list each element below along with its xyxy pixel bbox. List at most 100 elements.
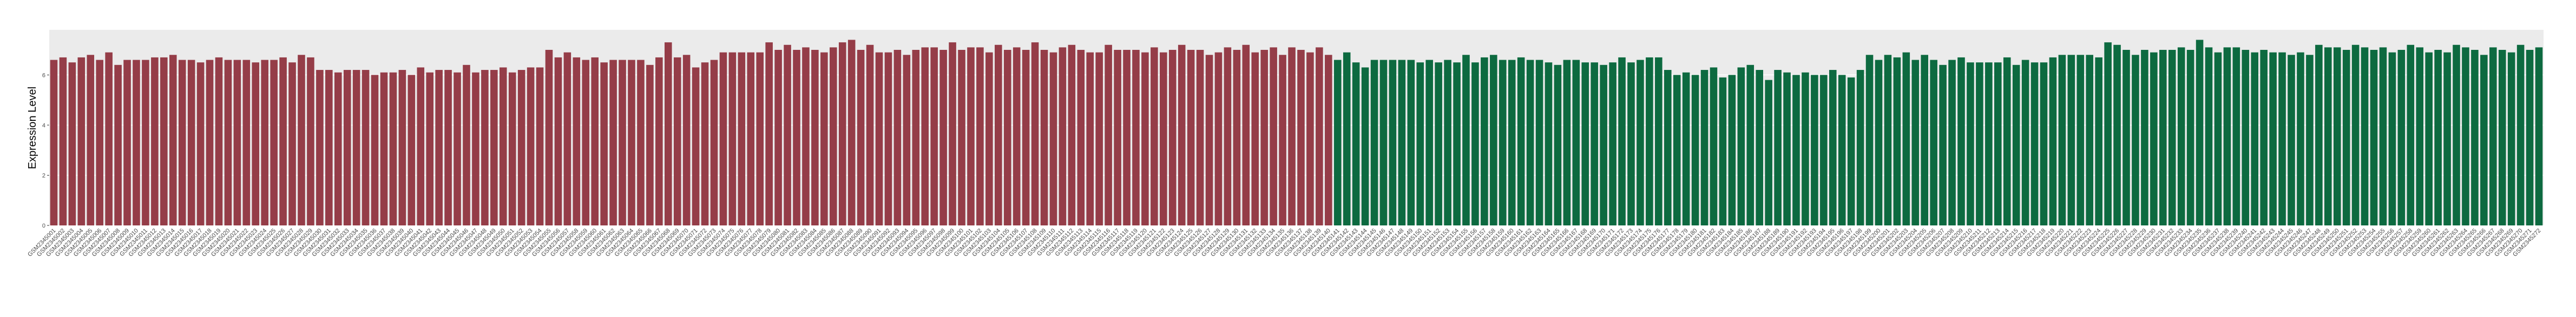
bar bbox=[2361, 47, 2369, 226]
bar bbox=[1902, 52, 1910, 226]
bar bbox=[1802, 72, 1809, 225]
bar bbox=[682, 55, 691, 226]
bar bbox=[2498, 50, 2506, 226]
bar bbox=[2333, 47, 2341, 226]
bar bbox=[1297, 50, 1305, 226]
bar bbox=[765, 42, 773, 226]
bar bbox=[2535, 47, 2543, 226]
bar bbox=[2370, 50, 2378, 226]
bar bbox=[949, 42, 956, 226]
bar bbox=[1178, 44, 1186, 226]
bar bbox=[1425, 60, 1433, 226]
bar bbox=[2242, 50, 2250, 226]
bar bbox=[1783, 72, 1791, 225]
bar bbox=[2407, 44, 2415, 226]
bar bbox=[1141, 52, 1149, 226]
bar bbox=[1105, 44, 1112, 226]
bar bbox=[444, 70, 452, 226]
bar bbox=[2168, 50, 2176, 226]
bar bbox=[2516, 44, 2525, 226]
bar bbox=[1316, 47, 1323, 226]
bar bbox=[2040, 62, 2048, 226]
bar bbox=[2012, 64, 2020, 226]
bar bbox=[664, 42, 672, 226]
bar bbox=[2480, 55, 2488, 226]
bar bbox=[2471, 50, 2479, 226]
bar bbox=[371, 75, 379, 226]
bar bbox=[628, 60, 635, 226]
bar bbox=[178, 60, 186, 226]
bar bbox=[2489, 47, 2497, 226]
bar bbox=[646, 64, 654, 226]
bar bbox=[2342, 50, 2350, 226]
bar bbox=[930, 47, 938, 226]
bar bbox=[2324, 47, 2332, 226]
bar bbox=[224, 60, 232, 226]
bar bbox=[1196, 50, 1204, 226]
bar bbox=[1352, 62, 1360, 226]
bar bbox=[2434, 50, 2442, 226]
bar bbox=[967, 47, 975, 226]
bar bbox=[1168, 50, 1177, 226]
bar bbox=[1444, 60, 1451, 226]
bar bbox=[2260, 50, 2268, 226]
bar bbox=[160, 57, 168, 226]
bar bbox=[1370, 60, 1378, 226]
bar bbox=[995, 44, 1002, 226]
bar bbox=[1637, 60, 1644, 226]
bar bbox=[573, 57, 581, 226]
bar bbox=[1609, 62, 1616, 226]
bar bbox=[435, 70, 443, 226]
bar bbox=[2462, 47, 2469, 226]
bar bbox=[1829, 70, 1837, 226]
bar bbox=[563, 52, 571, 226]
bar bbox=[123, 60, 131, 226]
bar bbox=[1059, 47, 1067, 226]
bar bbox=[298, 55, 305, 226]
bar bbox=[838, 42, 846, 226]
bar bbox=[2288, 55, 2295, 226]
bar bbox=[233, 60, 241, 226]
bar bbox=[1838, 75, 1846, 226]
bar bbox=[1343, 52, 1351, 226]
bar bbox=[591, 57, 599, 226]
bar bbox=[270, 60, 278, 226]
bar bbox=[288, 62, 296, 226]
bar bbox=[105, 52, 113, 226]
bar bbox=[1746, 64, 1754, 226]
bar bbox=[1068, 44, 1076, 226]
bar bbox=[1719, 77, 1727, 225]
bar bbox=[325, 70, 333, 226]
bar bbox=[1875, 60, 1883, 226]
bar bbox=[701, 62, 709, 226]
bar bbox=[408, 75, 416, 226]
bar bbox=[2351, 44, 2360, 226]
bar bbox=[1160, 52, 1167, 226]
bar bbox=[133, 60, 140, 226]
bar bbox=[1333, 60, 1342, 226]
bar bbox=[866, 44, 874, 226]
bar bbox=[2159, 50, 2167, 226]
bar bbox=[343, 70, 351, 226]
bar bbox=[389, 72, 397, 225]
bar bbox=[334, 72, 342, 225]
bar bbox=[921, 47, 929, 226]
bar bbox=[2251, 52, 2259, 226]
bar bbox=[2067, 55, 2075, 226]
bar bbox=[710, 60, 718, 226]
bar bbox=[820, 52, 828, 226]
bar bbox=[1655, 57, 1662, 226]
bar bbox=[1756, 70, 1763, 226]
bar bbox=[1985, 62, 1993, 226]
bar bbox=[1123, 50, 1131, 226]
bar bbox=[1416, 62, 1424, 226]
bar bbox=[77, 57, 86, 226]
bar bbox=[1086, 52, 1094, 226]
bar bbox=[1627, 62, 1635, 226]
bar bbox=[1700, 70, 1708, 226]
bar bbox=[2058, 55, 2066, 226]
bar bbox=[114, 64, 122, 226]
bar bbox=[1288, 47, 1296, 226]
bar bbox=[1792, 75, 1800, 226]
bar bbox=[875, 52, 883, 226]
